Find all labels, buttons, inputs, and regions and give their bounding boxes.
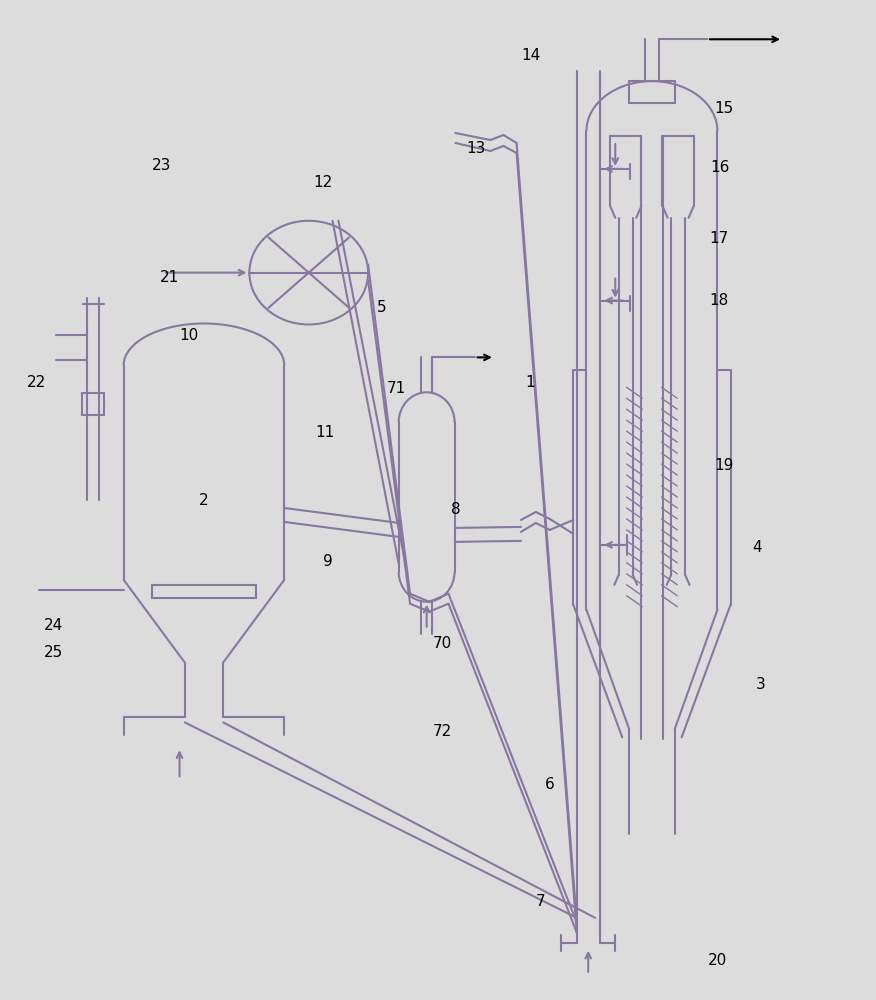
Text: 23: 23 xyxy=(152,158,171,173)
Text: 18: 18 xyxy=(710,293,729,308)
Text: 9: 9 xyxy=(323,554,333,569)
Text: 20: 20 xyxy=(708,953,727,968)
Text: 21: 21 xyxy=(159,270,179,285)
Text: 3: 3 xyxy=(756,677,766,692)
Text: 2: 2 xyxy=(199,493,208,508)
Text: 8: 8 xyxy=(450,502,460,517)
Text: 1: 1 xyxy=(525,375,534,390)
Text: 12: 12 xyxy=(313,175,332,190)
Text: 14: 14 xyxy=(522,48,541,63)
Text: 11: 11 xyxy=(314,425,334,440)
Text: 5: 5 xyxy=(377,300,386,315)
Text: 70: 70 xyxy=(433,636,452,651)
Text: 19: 19 xyxy=(715,458,734,473)
Text: 13: 13 xyxy=(466,141,485,156)
Text: 6: 6 xyxy=(545,777,555,792)
Text: 71: 71 xyxy=(386,381,406,396)
Text: 22: 22 xyxy=(26,375,46,390)
Text: 7: 7 xyxy=(536,894,546,909)
Text: 4: 4 xyxy=(752,540,761,555)
Text: 16: 16 xyxy=(710,160,730,175)
Text: 72: 72 xyxy=(433,724,452,739)
Text: 15: 15 xyxy=(715,101,734,116)
Text: 17: 17 xyxy=(710,231,729,246)
Text: 24: 24 xyxy=(44,618,63,633)
Text: 10: 10 xyxy=(180,328,199,343)
Text: 25: 25 xyxy=(44,645,63,660)
